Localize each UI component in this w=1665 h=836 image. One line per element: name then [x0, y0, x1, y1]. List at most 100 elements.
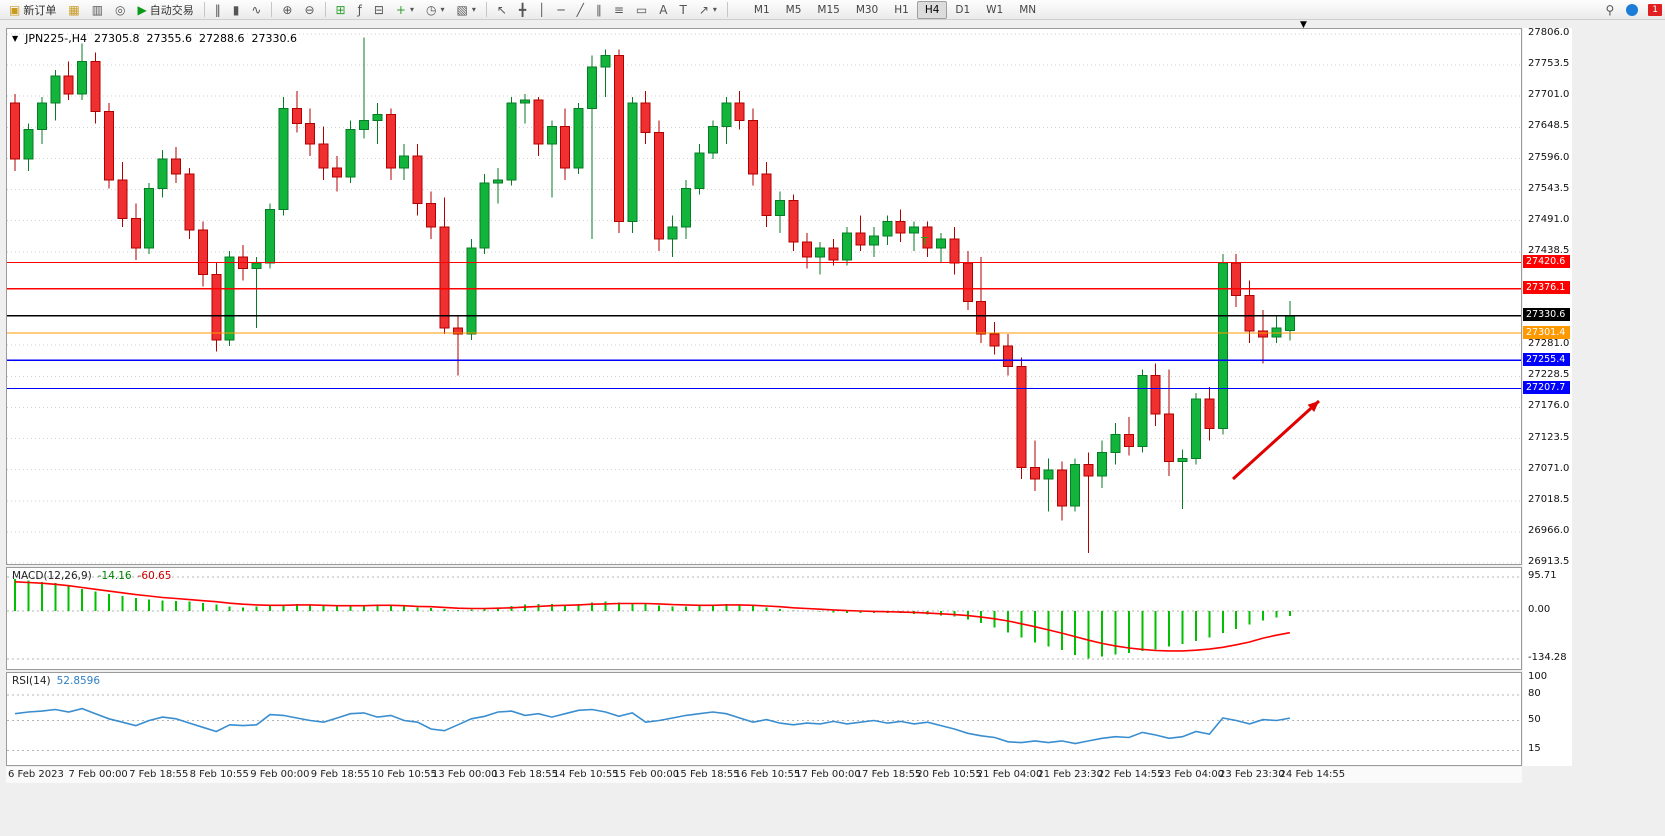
time-axis[interactable]: 6 Feb 2023 7 Feb 00:00 7 Feb 18:55 8 Feb 10…: [6, 767, 1522, 783]
chevron-down-icon: ▾: [409, 5, 414, 14]
price-scale[interactable]: 27806.0 27753.5 27701.0 27648.5 27596.0 27543…: [1523, 27, 1572, 766]
zoom-out-button[interactable]: ⊖: [298, 1, 320, 19]
candle: [922, 221, 933, 257]
notification-badge[interactable]: 1: [1648, 3, 1662, 16]
charts-button[interactable]: ▦: [62, 1, 85, 19]
time-axis-label: 17 Feb 00:00: [795, 769, 861, 780]
candle: [1271, 316, 1282, 343]
fibonacci-icon: ≡: [613, 2, 624, 17]
cursor-button[interactable]: ↖: [491, 1, 513, 19]
price-tag: 27420.6: [1523, 254, 1570, 268]
text-annotation[interactable]: T: [920, 235, 928, 248]
main-toolbar: ▣ 新订单 ▦ ▥ ◎ ▶ 自动交易 ‖ ▮ ∿ ⊕ ⊖ ⊞ ƒ ⊟ + ▾ ◷ ▾…: [0, 0, 1665, 20]
shapes-button[interactable]: ▭: [630, 1, 653, 19]
price-tick-label: 27753.5: [1528, 58, 1570, 70]
macd-signal-line: [14, 581, 1291, 652]
arrows-tool-button[interactable]: ↗ ▾: [693, 1, 723, 19]
candle: [801, 233, 812, 269]
timeframe-mn-button[interactable]: MN: [1019, 3, 1037, 16]
rsi-value: 52.8596: [56, 675, 101, 687]
candle: [748, 108, 759, 186]
channel-button[interactable]: ∥: [590, 1, 608, 19]
timeframe-m5-button[interactable]: M5: [785, 3, 802, 16]
new-order-icon: ▣: [9, 2, 21, 17]
horizontal-line-icon: ─: [557, 2, 565, 17]
timeframe-m15-button[interactable]: M15: [817, 3, 840, 16]
horizontal-line-button[interactable]: ─: [551, 1, 570, 19]
shapes-icon: ▭: [635, 2, 648, 17]
toolbar-separator: [271, 2, 273, 17]
time-axis-label: 23 Feb 04:00: [1158, 769, 1225, 780]
candle: [1164, 369, 1175, 477]
candle: [1110, 422, 1121, 465]
add-indicator-icon: +: [395, 2, 406, 17]
timeframe-w1-button[interactable]: W1: [986, 3, 1004, 16]
candle: [466, 239, 477, 340]
add-indicator-button[interactable]: + ▾: [390, 1, 420, 19]
candle: [479, 173, 490, 254]
community-button[interactable]: [1620, 1, 1644, 19]
new-order-button[interactable]: ▣ 新订单: [3, 1, 62, 19]
macd-main-value: -14.16: [97, 570, 132, 582]
candle: [1217, 253, 1228, 435]
profiles-button[interactable]: ▥: [86, 1, 109, 19]
fibonacci-button[interactable]: ≡: [608, 1, 630, 19]
candlestick-chart-button[interactable]: ▮: [227, 1, 246, 19]
macd-name: MACD(12,26,9): [12, 570, 92, 582]
time-axis-label: 7 Feb 18:55: [129, 769, 189, 780]
time-axis-label: 24 Feb 14:55: [1279, 769, 1346, 780]
time-axis-label: 17 Feb 18:55: [855, 769, 922, 780]
macd-panel[interactable]: MACD(12,26,9) -14.16 -60.65: [6, 567, 1522, 670]
candle: [1258, 310, 1269, 364]
time-axis-label: 8 Feb 10:55: [189, 769, 249, 780]
time-axis-label: 13 Feb 18:55: [492, 769, 558, 780]
candle: [439, 197, 450, 334]
line-chart-button[interactable]: ∿: [245, 1, 267, 19]
periods-button[interactable]: ◷ ▾: [420, 1, 451, 19]
rsi-panel[interactable]: RSI(14) 52.8596: [6, 672, 1522, 766]
ohlc-high: 27355.6: [146, 32, 193, 45]
macd-label: MACD(12,26,9) -14.16 -60.65: [12, 570, 171, 582]
ohlc-close: 27330.6: [251, 32, 298, 45]
bar-chart-button[interactable]: ‖: [209, 1, 227, 19]
tile-windows-button[interactable]: ⊞: [330, 1, 352, 19]
vertical-line-button[interactable]: │: [532, 1, 551, 19]
scripts-button[interactable]: ◎: [109, 1, 131, 19]
candle: [707, 120, 718, 160]
crosshair-icon: ╋: [518, 2, 527, 17]
time-axis-label: 9 Feb 18:55: [310, 769, 370, 780]
arrows-tool-icon: ↗: [698, 2, 709, 17]
channel-icon: ∥: [595, 2, 602, 17]
indicator-windows-button[interactable]: ⊟: [368, 1, 390, 19]
indicator-windows-icon: ⊟: [373, 2, 384, 17]
candle: [506, 96, 517, 186]
autotrade-button[interactable]: ▶ 自动交易: [132, 1, 200, 19]
trend-arrow[interactable]: [1231, 399, 1321, 481]
zoom-in-icon: ⊕: [282, 2, 293, 17]
timeframe-d1-button[interactable]: D1: [955, 3, 971, 16]
main-chart-panel[interactable]: ▼ JPN225-,H4 27305.8 27355.6 27288.6 273…: [6, 28, 1522, 565]
timeframe-m30-button[interactable]: M30: [855, 3, 879, 16]
timeframe-h1-button[interactable]: H1: [894, 3, 909, 16]
candle: [36, 96, 47, 145]
trendline-button[interactable]: ╱: [571, 1, 590, 19]
price-tag: 27376.1: [1523, 281, 1570, 295]
candle: [1177, 449, 1188, 509]
line-chart-icon: ∿: [251, 2, 262, 17]
price-tick-label: 27176.0: [1528, 400, 1570, 412]
cursor-icon: ↖: [496, 2, 507, 17]
macd-scale-label: 95.71: [1528, 569, 1557, 581]
timeframe-h4-button[interactable]: H4: [916, 0, 948, 19]
timeframe-m1-button[interactable]: M1: [753, 3, 770, 16]
crosshair-button[interactable]: ╋: [513, 1, 532, 19]
symbol-dropdown-icon[interactable]: ▼: [12, 34, 19, 43]
search-button[interactable]: ⚲: [1599, 1, 1620, 19]
chevron-down-icon: ▾: [712, 5, 717, 14]
candle: [358, 37, 369, 139]
templates-button[interactable]: ▧ ▾: [450, 1, 481, 19]
label-tool-button[interactable]: T: [673, 1, 692, 19]
toolbar-separator: [324, 2, 326, 17]
indicators-button[interactable]: ƒ: [352, 1, 368, 19]
zoom-in-button[interactable]: ⊕: [276, 1, 298, 19]
text-tool-button[interactable]: A: [653, 1, 673, 19]
